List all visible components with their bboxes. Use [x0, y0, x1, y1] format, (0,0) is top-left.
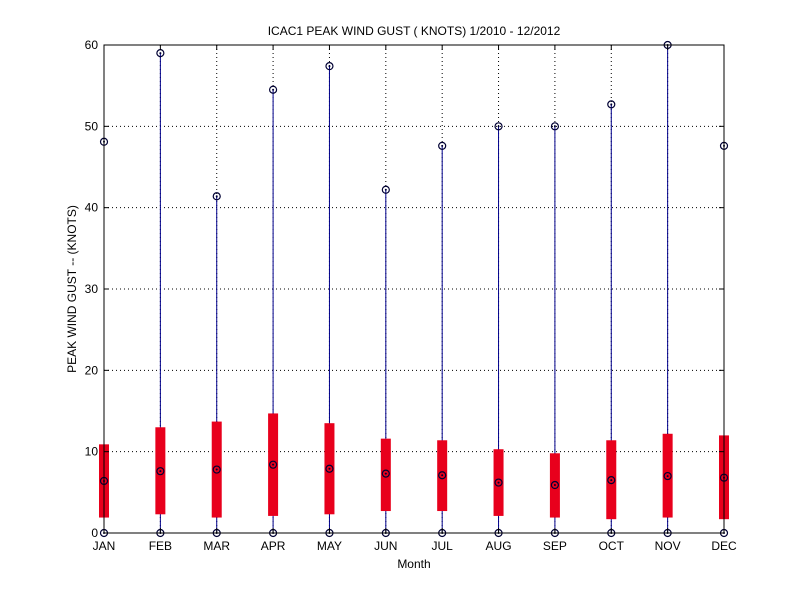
max-marker-sep: [550, 122, 560, 131]
median-marker-apr: [268, 460, 278, 469]
max-marker-aug-dot: [497, 125, 500, 128]
median-marker-oct-dot: [610, 479, 613, 482]
x-tick-label: JUN: [374, 539, 397, 553]
max-marker-oct: [607, 100, 616, 109]
y-axis-title: PEAK WIND GUST -- (KNOTS): [65, 205, 79, 373]
max-marker-apr-dot: [272, 88, 275, 91]
box-jun: [380, 438, 391, 512]
x-tick-label: APR: [261, 539, 286, 553]
markers: [99, 40, 729, 538]
x-tick-label: SEP: [543, 539, 567, 553]
x-tick-label: NOV: [655, 539, 681, 553]
y-tick-label: 50: [85, 119, 99, 133]
max-marker-mar-dot: [215, 195, 218, 198]
boxes: [99, 413, 729, 520]
y-tick-label: 30: [85, 282, 99, 296]
grid: [104, 45, 724, 533]
median-marker-jul: [438, 471, 447, 480]
median-marker-sep-dot: [553, 484, 556, 487]
median-marker-sep: [550, 480, 560, 490]
y-tick-label: 10: [85, 445, 99, 459]
median-marker-jun-dot: [384, 472, 387, 475]
max-marker-apr: [268, 85, 278, 94]
median-marker-mar-dot: [215, 468, 218, 471]
y-tick-label: 0: [91, 526, 98, 540]
y-tick-label: 20: [85, 363, 99, 377]
x-tick-label: FEB: [149, 539, 172, 553]
median-marker-feb-dot: [159, 470, 162, 473]
median-marker-aug: [494, 478, 503, 487]
max-marker-sep-dot: [553, 125, 556, 128]
max-marker-may-dot: [328, 65, 331, 68]
median-marker-nov-dot: [666, 475, 669, 478]
x-axis-title: Month: [397, 557, 430, 571]
median-marker-jul-dot: [441, 474, 444, 477]
x-tick-label: JUL: [432, 539, 454, 553]
max-marker-mar: [212, 192, 221, 201]
max-marker-oct-dot: [610, 103, 613, 106]
max-marker-jun: [381, 185, 390, 194]
median-marker-jun: [381, 469, 390, 478]
ticks: 0 10 20 30 40 50 60 JAN FEB MAR APR MAY JUN JUL AUG SEP…: [85, 38, 737, 553]
x-tick-label: JAN: [93, 539, 116, 553]
x-tick-label: OCT: [599, 539, 625, 553]
median-marker-apr-dot: [272, 463, 275, 466]
x-tick-label: MAY: [317, 539, 342, 553]
max-marker-may: [325, 62, 334, 71]
x-tick-label: MAR: [203, 539, 230, 553]
median-marker-nov: [663, 471, 672, 481]
max-marker-aug: [494, 122, 503, 131]
x-tick-label: AUG: [486, 539, 512, 553]
chart-title: ICAC1 PEAK WIND GUST ( KNOTS) 1/2010 - 1…: [268, 24, 561, 38]
max-marker-jun-dot: [384, 188, 387, 191]
median-marker-may-dot: [328, 467, 331, 470]
max-marker-jul: [438, 141, 447, 150]
median-marker-mar: [212, 465, 221, 474]
y-tick-label: 60: [85, 38, 99, 52]
x-tick-label: DEC: [711, 539, 737, 553]
max-marker-jul-dot: [441, 144, 444, 147]
max-marker-feb-dot: [159, 52, 162, 55]
median-marker-oct: [607, 476, 616, 485]
median-marker-may: [325, 464, 334, 473]
median-marker-aug-dot: [497, 481, 500, 484]
median-marker-feb: [156, 467, 165, 476]
y-tick-label: 40: [85, 201, 99, 215]
